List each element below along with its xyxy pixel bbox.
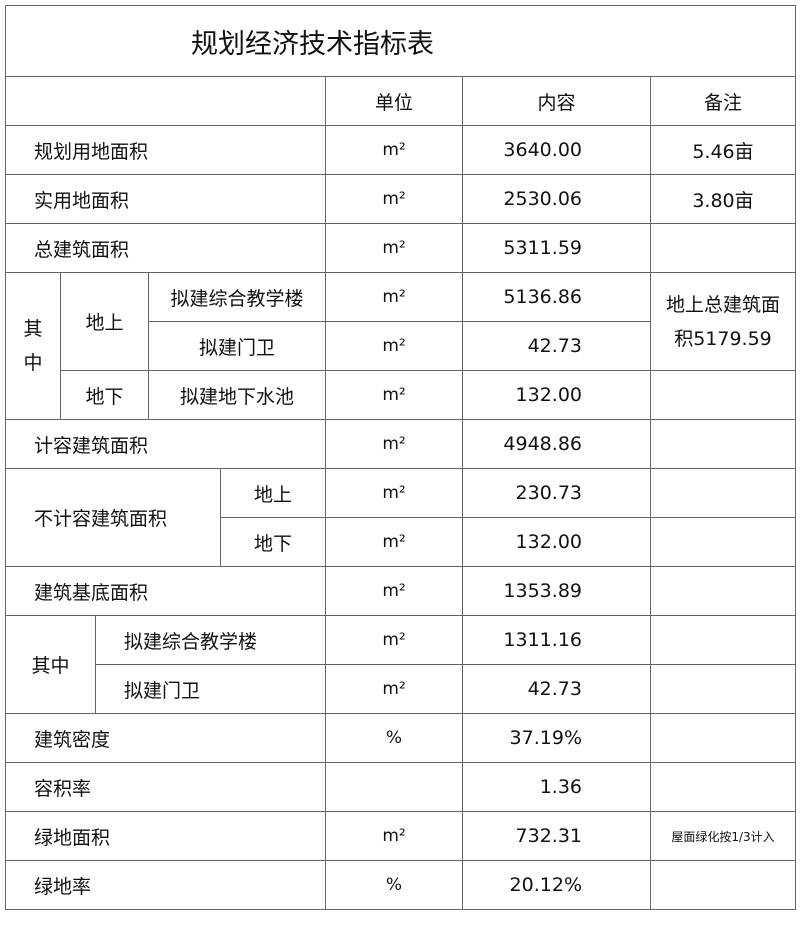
row-value: 132.00 [462, 517, 651, 567]
header-note: 备注 [650, 76, 796, 126]
row-note [650, 419, 796, 469]
row-unit: m² [325, 468, 463, 518]
row-unit: m² [325, 223, 463, 273]
row-label: 实用地面积 [5, 174, 326, 224]
table-row: 绿地率 % 20.12% [5, 860, 796, 910]
row-value: 132.00 [462, 370, 651, 420]
row-value: 4948.86 [462, 419, 651, 469]
row-note: 屋面绿化按1/3计入 [650, 811, 796, 861]
subgroup-label: 地下 [60, 370, 149, 420]
row-unit: m² [325, 517, 463, 567]
row-label: 地下 [220, 517, 326, 567]
row-label: 拟建综合教学楼 [148, 272, 326, 322]
row-note [650, 566, 796, 616]
row-value: 42.73 [462, 664, 651, 714]
row-value: 732.31 [462, 811, 651, 861]
group-label: 其中 [5, 272, 61, 420]
title-row: 规划经济技术指标表 [5, 5, 796, 77]
row-value: 5136.86 [462, 272, 651, 322]
row-label: 绿地面积 [5, 811, 326, 861]
row-unit [325, 762, 463, 812]
table-row: 建筑基底面积 m² 1353.89 [5, 566, 796, 616]
header-content: 内容 [462, 76, 651, 126]
row-label: 容积率 [5, 762, 326, 812]
row-note [650, 370, 796, 420]
table-title: 规划经济技术指标表 [5, 5, 796, 77]
row-label: 计容建筑面积 [5, 419, 326, 469]
table-row: 总建筑面积 m² 5311.59 [5, 223, 796, 273]
row-label: 拟建地下水池 [148, 370, 326, 420]
row-label: 绿地率 [5, 860, 326, 910]
row-value: 230.73 [462, 468, 651, 518]
table-row: 地下 m² 132.00 [6, 517, 796, 567]
row-note [650, 713, 796, 763]
table-row: 规划用地面积 m² 3640.00 5.46亩 [5, 125, 796, 175]
row-label: 建筑基底面积 [5, 566, 326, 616]
row-label: 建筑密度 [5, 713, 326, 763]
row-note: 3.80亩 [650, 174, 796, 224]
table-row: 其中 拟建综合教学楼 m² 1311.16 [5, 615, 796, 714]
row-unit: m² [325, 125, 463, 175]
row-unit: m² [325, 321, 463, 371]
table-row: 绿地面积 m² 732.31 屋面绿化按1/3计入 [5, 811, 796, 861]
row-note: 地上总建筑面积5179.59 [650, 272, 796, 371]
row-value: 1353.89 [462, 566, 651, 616]
subgroup-label: 地上 [60, 272, 149, 371]
group-label: 不计容建筑面积 [5, 468, 221, 567]
economic-indicators-table: 规划经济技术指标表 单位 内容 备注 规划用地面积 m² 3640.00 5.4… [5, 5, 796, 910]
row-note [650, 223, 796, 273]
table-row: 地下 拟建地下水池 m² 132.00 [6, 370, 796, 420]
row-note [650, 468, 796, 518]
table-row: 不计容建筑面积 地上 m² 230.73 [5, 468, 796, 567]
row-note [650, 664, 796, 714]
row-note [650, 762, 796, 812]
row-value: 42.73 [462, 321, 651, 371]
table-row: 容积率 1.36 [5, 762, 796, 812]
table-row: 计容建筑面积 m² 4948.86 [5, 419, 796, 469]
row-unit: m² [325, 370, 463, 420]
header-row: 单位 内容 备注 [5, 76, 796, 126]
row-unit: % [325, 860, 463, 910]
row-value: 37.19% [462, 713, 651, 763]
row-label: 拟建门卫 [148, 321, 326, 371]
row-note [650, 517, 796, 567]
row-unit: m² [325, 615, 463, 665]
row-unit: m² [325, 566, 463, 616]
row-value: 1.36 [462, 762, 651, 812]
table-row: 拟建门卫 m² 42.73 [6, 321, 796, 371]
row-unit: m² [325, 664, 463, 714]
row-label: 拟建综合教学楼 [95, 615, 326, 665]
table-row: 拟建门卫 m² 42.73 [6, 664, 796, 714]
row-unit: m² [325, 811, 463, 861]
row-value: 2530.06 [462, 174, 651, 224]
group-label: 其中 [5, 615, 96, 714]
header-unit: 单位 [325, 76, 463, 126]
row-note [650, 615, 796, 665]
row-unit: m² [325, 174, 463, 224]
table-row: 其中 地上 拟建综合教学楼 m² 5136.86 地上总建筑面积5179.59 [5, 272, 796, 420]
row-label: 地上 [220, 468, 326, 518]
row-note: 5.46亩 [650, 125, 796, 175]
row-unit: m² [325, 272, 463, 322]
row-unit: m² [325, 419, 463, 469]
row-unit: % [325, 713, 463, 763]
row-value: 20.12% [462, 860, 651, 910]
row-label: 总建筑面积 [5, 223, 326, 273]
row-value: 3640.00 [462, 125, 651, 175]
row-value: 1311.16 [462, 615, 651, 665]
row-label: 拟建门卫 [95, 664, 326, 714]
row-value: 5311.59 [462, 223, 651, 273]
table-row: 实用地面积 m² 2530.06 3.80亩 [5, 174, 796, 224]
table-row: 建筑密度 % 37.19% [5, 713, 796, 763]
row-note [650, 860, 796, 910]
header-empty [5, 76, 326, 126]
row-label: 规划用地面积 [5, 125, 326, 175]
